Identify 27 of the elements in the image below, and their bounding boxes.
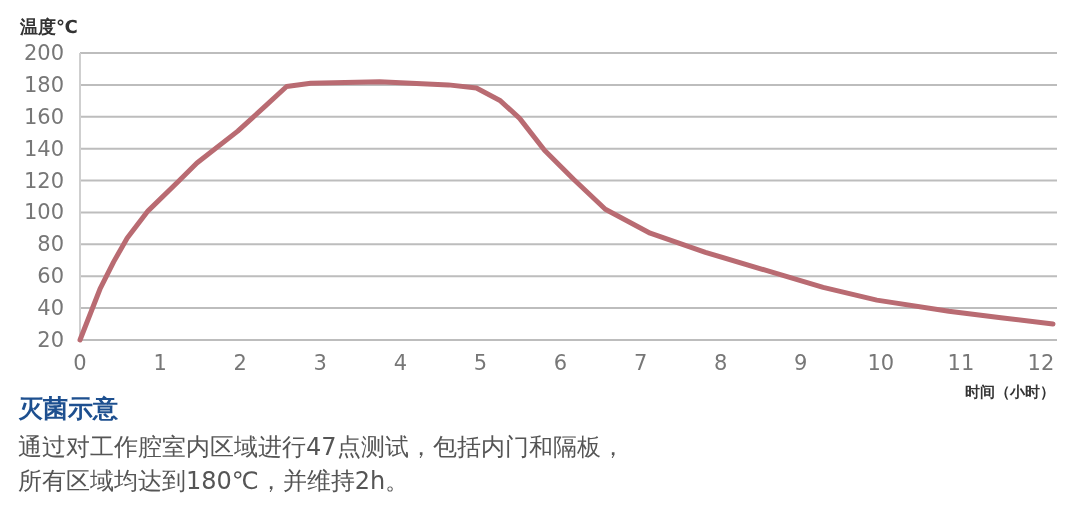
- x-tick-label: 8: [713, 351, 728, 375]
- y-tick-label: 140: [23, 136, 64, 161]
- y-tick-label: 180: [23, 72, 64, 97]
- x-tick-label: 9: [794, 351, 808, 375]
- y-tick-label: 20: [37, 328, 64, 352]
- text: 通过对工作腔室内区域进行47点测试，包括内门和隔板，所有区域均达到180℃，并维持2h。: [18, 432, 626, 497]
- y-tick-label: 40: [37, 296, 64, 321]
- x-axis-title: 时间（小时）: [965, 383, 1055, 401]
- y-tick-label: 100: [23, 200, 64, 225]
- y-tick-label: 60: [37, 264, 64, 289]
- x-tick-label: 6: [553, 351, 568, 375]
- x-tick-label: 10: [867, 351, 895, 375]
- y-tick-label: 160: [23, 104, 64, 129]
- x-tick-label: 5: [473, 351, 488, 375]
- x-tick-label: 3: [313, 351, 327, 375]
- x-tick-label: 7: [633, 351, 648, 375]
- x-tick-label: 1: [153, 351, 167, 375]
- y-tick-label: 200: [23, 41, 64, 65]
- x-tick-label: 11: [947, 351, 975, 375]
- x-tick-label: 2: [233, 351, 247, 375]
- x-tick-label: 4: [393, 351, 408, 375]
- text: 灭菌示意: [18, 393, 118, 425]
- x-tick-label: 0: [73, 351, 87, 375]
- y-axis-title: 温度℃: [19, 16, 78, 37]
- y-tick-label: 120: [23, 168, 64, 193]
- x-tick-label: 12: [1027, 351, 1055, 375]
- y-tick-label: 80: [37, 232, 64, 257]
